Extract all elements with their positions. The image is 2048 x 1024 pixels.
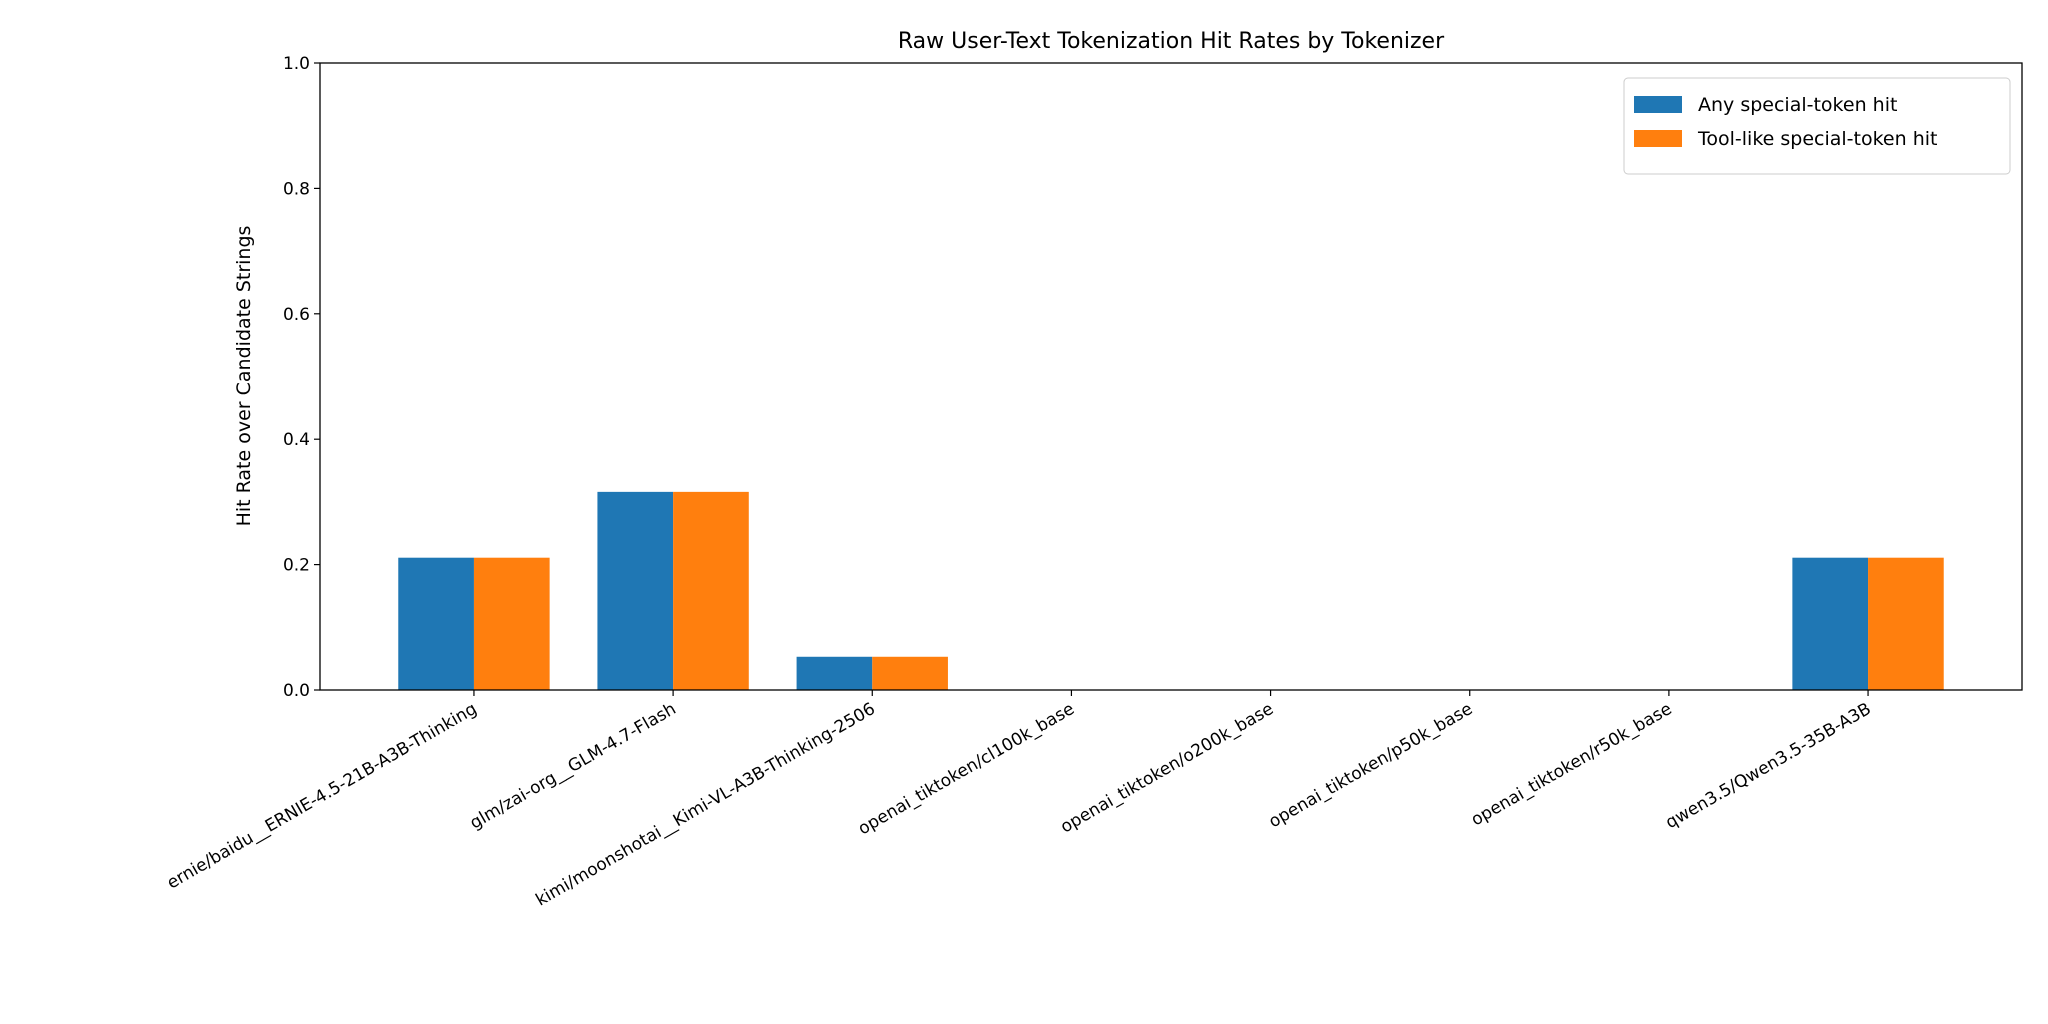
x-tick-label: qwen3.5/Qwen3.5-35B-A3B bbox=[1662, 699, 1874, 833]
bar bbox=[473, 557, 550, 690]
y-tick-label: 0.4 bbox=[283, 430, 310, 450]
y-tick-label: 1.0 bbox=[283, 54, 310, 74]
legend-swatch bbox=[1634, 96, 1682, 113]
bar bbox=[673, 491, 749, 690]
x-tick-label: ernie/baidu__ERNIE-4.5-21B-A3B-Thinking bbox=[164, 699, 481, 893]
x-tick-label: openai_tiktoken/cl100k_base bbox=[855, 699, 1078, 839]
x-tick-label: openai_tiktoken/p50k_base bbox=[1265, 699, 1476, 832]
x-tick-label: kimi/moonshotai__Kimi-VL-A3B-Thinking-25… bbox=[533, 699, 879, 910]
legend-label: Any special-token hit bbox=[1698, 94, 1897, 116]
bar bbox=[1792, 557, 1869, 690]
y-tick-label: 0.0 bbox=[283, 681, 310, 701]
bar bbox=[1868, 557, 1944, 690]
x-tick-label: openai_tiktoken/o200k_base bbox=[1057, 699, 1277, 837]
bar bbox=[872, 656, 948, 690]
bar bbox=[597, 491, 674, 690]
y-tick-label: 0.8 bbox=[283, 179, 310, 199]
chart-title: Raw User-Text Tokenization Hit Rates by … bbox=[898, 29, 1445, 54]
x-tick-label: openai_tiktoken/r50k_base bbox=[1468, 699, 1676, 830]
bar bbox=[398, 557, 474, 690]
legend-swatch bbox=[1634, 130, 1682, 147]
x-tick-label: glm/zai-org__GLM-4.7-Flash bbox=[467, 699, 680, 834]
y-axis-label: Hit Rate over Candidate Strings bbox=[233, 226, 255, 527]
bar bbox=[796, 656, 873, 690]
legend-box bbox=[1623, 77, 2011, 175]
y-tick-label: 0.2 bbox=[283, 556, 310, 576]
plot-frame bbox=[319, 62, 2023, 691]
legend-label: Tool-like special-token hit bbox=[1697, 128, 1937, 150]
y-tick-label: 0.6 bbox=[283, 305, 310, 325]
